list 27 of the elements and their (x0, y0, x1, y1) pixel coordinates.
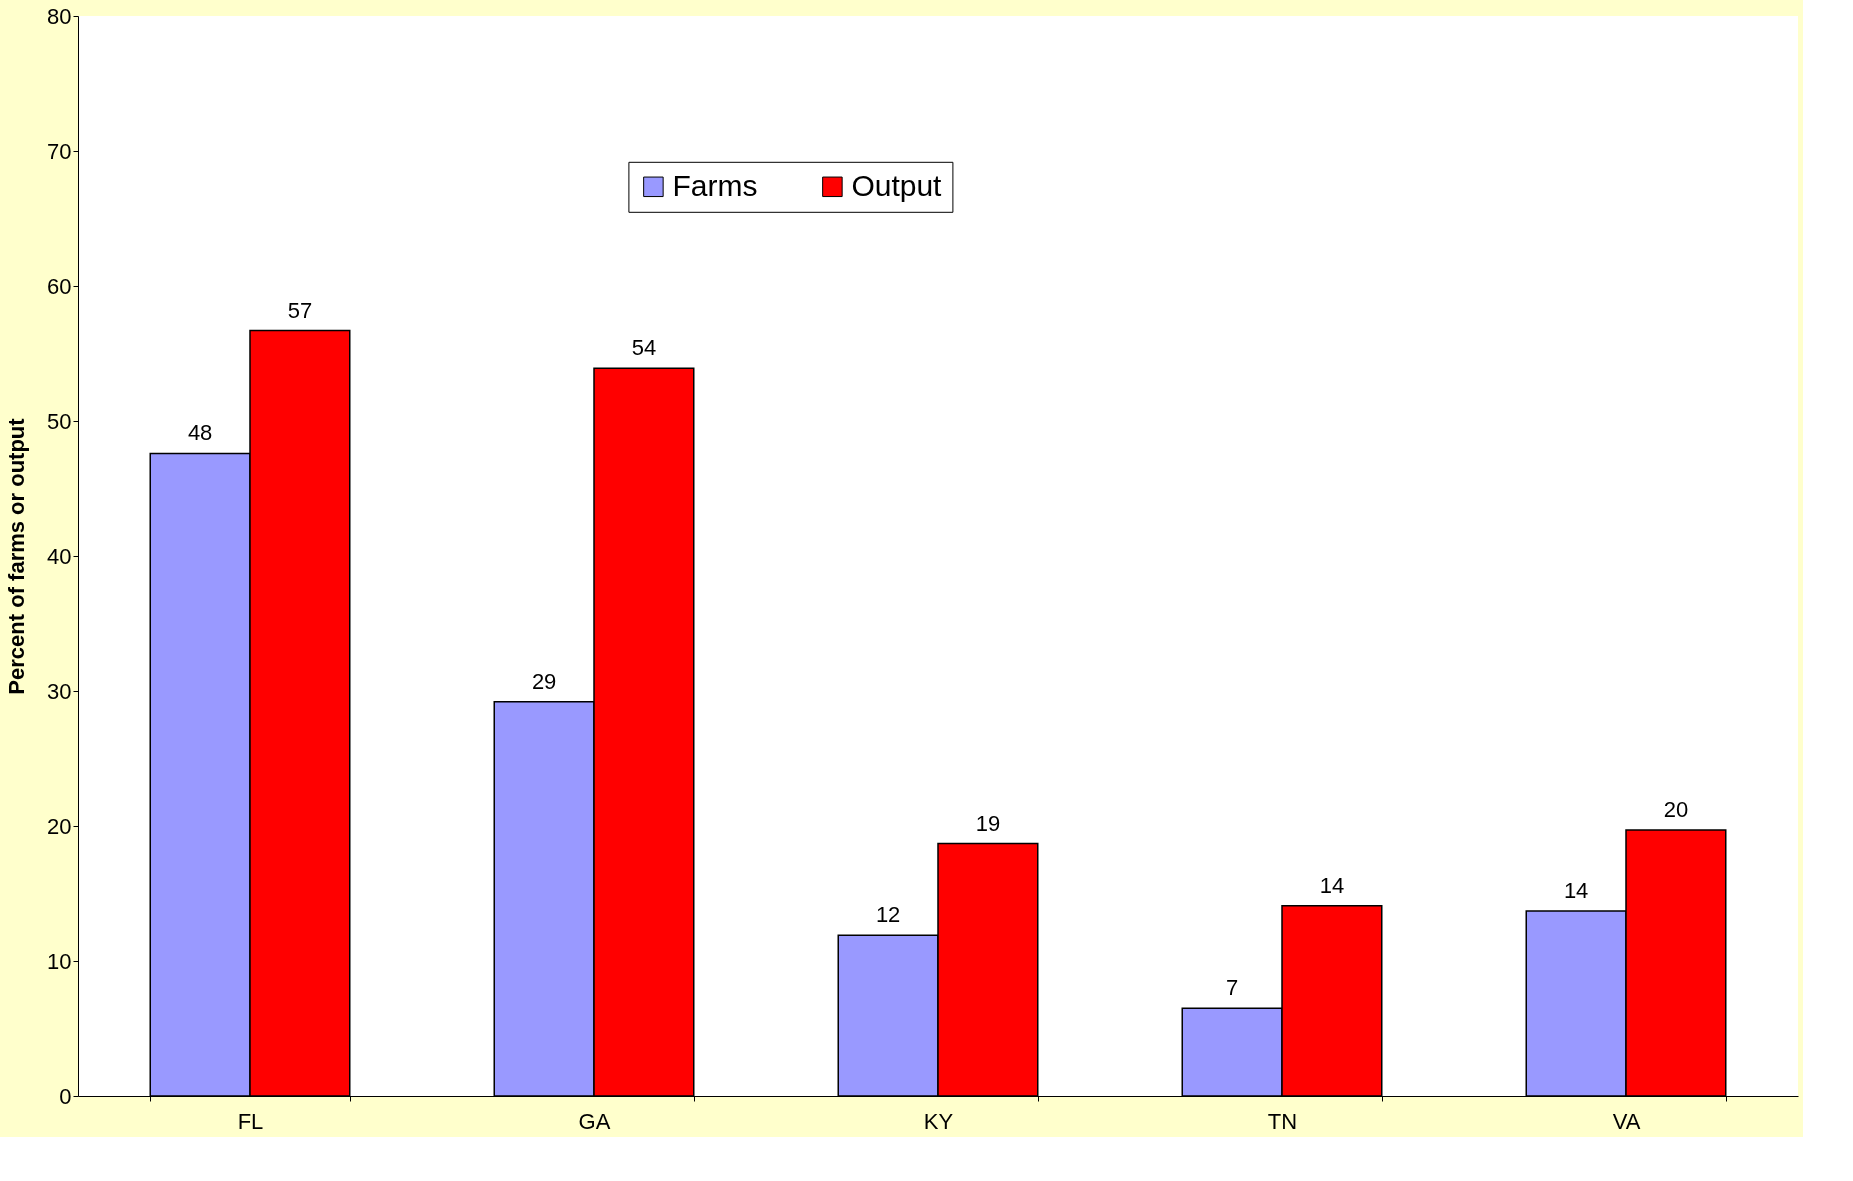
y-tick-label: 0 (59, 1083, 72, 1109)
y-tick-label: 30 (47, 678, 72, 704)
legend-label: Output (851, 168, 943, 202)
x-tick-label: TN (1267, 1108, 1298, 1134)
legend-label: Farms (672, 168, 758, 202)
data-label: 57 (287, 297, 313, 323)
data-label: 54 (631, 335, 657, 361)
data-label: 7 (1225, 975, 1239, 1001)
y-tick-label: 70 (47, 138, 72, 164)
y-tick-label: 60 (47, 273, 72, 299)
x-tick-label: VA (1612, 1108, 1641, 1134)
y-tick-label: 20 (47, 813, 72, 839)
x-tick-label: KY (923, 1108, 954, 1134)
data-label: 14 (1319, 872, 1345, 898)
y-tick-label: 80 (47, 3, 72, 29)
data-label: 19 (975, 810, 1001, 836)
y-axis-title: Percent of farms or output (4, 417, 30, 695)
data-label: 48 (187, 420, 213, 446)
data-label: 14 (1563, 878, 1589, 904)
data-label: 20 (1663, 797, 1689, 823)
x-tick-label: FL (237, 1108, 264, 1134)
data-label: 29 (531, 668, 557, 694)
x-tick-label: GA (578, 1108, 611, 1134)
y-tick-label: 50 (47, 408, 72, 434)
y-tick-label: 10 (47, 948, 72, 974)
data-label: 12 (875, 902, 901, 928)
y-tick-label: 40 (47, 543, 72, 569)
